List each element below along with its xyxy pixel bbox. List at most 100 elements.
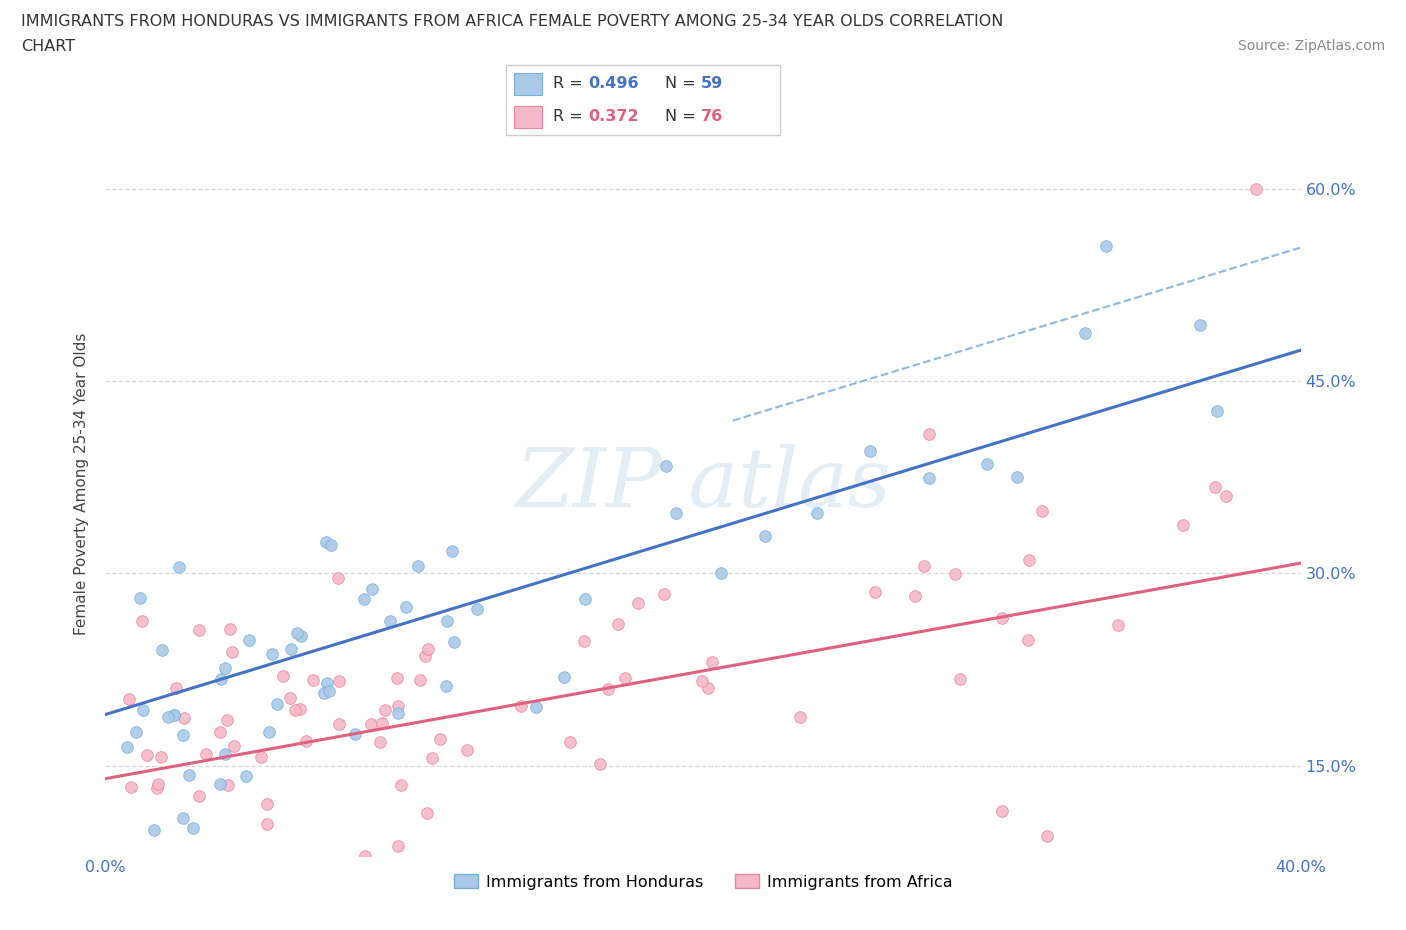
Point bbox=[917, 471, 939, 485]
Point bbox=[328, 674, 350, 689]
Point bbox=[1171, 517, 1194, 532]
Point bbox=[146, 780, 169, 795]
Point bbox=[387, 698, 409, 713]
Point bbox=[1244, 181, 1267, 196]
Point bbox=[354, 848, 377, 863]
Point bbox=[312, 685, 335, 700]
Text: N =: N = bbox=[665, 76, 702, 91]
Point bbox=[1017, 632, 1039, 647]
Point bbox=[257, 724, 280, 739]
Point bbox=[754, 528, 776, 543]
Point bbox=[288, 701, 311, 716]
Point bbox=[380, 614, 402, 629]
Point bbox=[271, 669, 294, 684]
Point bbox=[912, 559, 935, 574]
Point bbox=[177, 768, 200, 783]
Legend: Immigrants from Honduras, Immigrants from Africa: Immigrants from Honduras, Immigrants fro… bbox=[447, 868, 959, 896]
Point bbox=[302, 672, 325, 687]
Point bbox=[690, 673, 713, 688]
Point bbox=[697, 681, 720, 696]
Point bbox=[290, 629, 312, 644]
Point bbox=[655, 458, 678, 473]
Point bbox=[129, 591, 152, 605]
Point bbox=[163, 708, 186, 723]
Point bbox=[118, 691, 141, 706]
Point bbox=[120, 779, 142, 794]
Point bbox=[436, 678, 458, 693]
Point bbox=[553, 670, 575, 684]
Point bbox=[187, 623, 209, 638]
Point bbox=[256, 796, 278, 811]
Point bbox=[117, 739, 139, 754]
Point bbox=[157, 710, 180, 724]
Point bbox=[607, 617, 630, 631]
Point bbox=[917, 426, 939, 441]
Point bbox=[125, 724, 148, 739]
Text: CHART: CHART bbox=[21, 39, 75, 54]
Point bbox=[416, 806, 439, 821]
Point bbox=[368, 735, 391, 750]
Point bbox=[429, 731, 451, 746]
Point bbox=[789, 710, 811, 724]
Point bbox=[280, 642, 302, 657]
Point bbox=[418, 642, 440, 657]
Point bbox=[589, 756, 612, 771]
Point bbox=[614, 671, 637, 685]
Point bbox=[409, 672, 432, 687]
Point bbox=[1215, 489, 1237, 504]
Text: ZIP atlas: ZIP atlas bbox=[515, 444, 891, 524]
Text: 59: 59 bbox=[700, 76, 723, 91]
Text: R =: R = bbox=[553, 76, 588, 91]
Point bbox=[214, 660, 236, 675]
Point bbox=[318, 684, 340, 698]
Point bbox=[148, 777, 170, 791]
Point bbox=[436, 613, 458, 628]
Point bbox=[990, 611, 1012, 626]
Point bbox=[326, 570, 349, 585]
Point bbox=[222, 739, 245, 754]
Point bbox=[465, 602, 488, 617]
Point bbox=[167, 559, 190, 574]
Point bbox=[652, 587, 675, 602]
Point bbox=[172, 728, 194, 743]
Point bbox=[328, 716, 350, 731]
Point bbox=[209, 776, 232, 790]
Point bbox=[943, 566, 966, 581]
Point bbox=[700, 655, 723, 670]
Point bbox=[387, 705, 409, 720]
Point bbox=[183, 820, 205, 835]
Point bbox=[150, 750, 173, 764]
Text: 0.372: 0.372 bbox=[588, 109, 640, 125]
Point bbox=[976, 457, 998, 472]
Point bbox=[374, 702, 396, 717]
Point bbox=[218, 621, 240, 636]
Point bbox=[665, 505, 688, 520]
Point bbox=[361, 582, 384, 597]
Point bbox=[360, 716, 382, 731]
Point bbox=[560, 735, 582, 750]
Point bbox=[949, 671, 972, 686]
Point bbox=[1005, 470, 1028, 485]
Point bbox=[131, 614, 153, 629]
Point bbox=[385, 671, 408, 686]
Point bbox=[395, 600, 418, 615]
Point bbox=[344, 726, 367, 741]
Point bbox=[456, 742, 478, 757]
Point bbox=[142, 822, 165, 837]
Point bbox=[524, 699, 547, 714]
Point bbox=[990, 804, 1012, 818]
Point bbox=[294, 733, 316, 748]
Point bbox=[353, 592, 375, 607]
Point bbox=[710, 566, 733, 581]
Point bbox=[1095, 239, 1118, 254]
Text: 0.496: 0.496 bbox=[588, 76, 640, 91]
Y-axis label: Female Poverty Among 25-34 Year Olds: Female Poverty Among 25-34 Year Olds bbox=[75, 332, 90, 635]
Point bbox=[209, 671, 232, 686]
Point bbox=[510, 698, 533, 713]
Point bbox=[371, 715, 394, 730]
Point bbox=[865, 584, 887, 599]
Point bbox=[1031, 504, 1053, 519]
Point bbox=[1206, 404, 1229, 418]
Point bbox=[195, 747, 218, 762]
Point bbox=[387, 839, 409, 854]
